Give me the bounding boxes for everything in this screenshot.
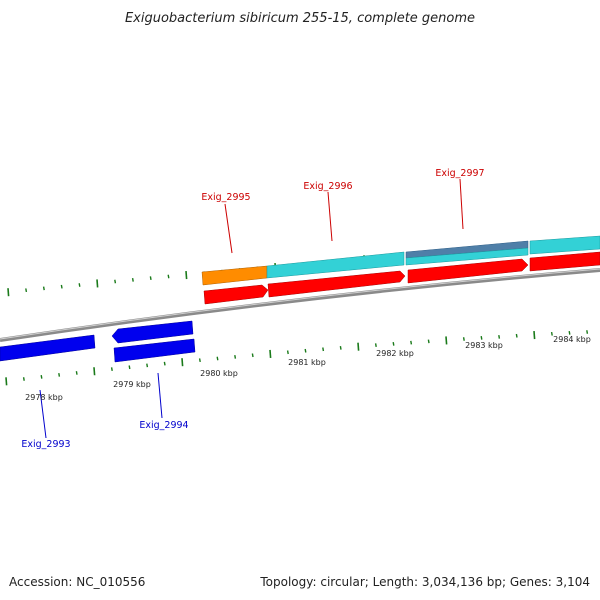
inner-scale-minor-tick: [58, 373, 61, 377]
inner-scale-minor-tick: [568, 331, 571, 335]
leader-line-exig-2996: [327, 191, 333, 242]
inner-scale-minor-tick: [374, 343, 377, 348]
tick-label-2978: 2978 kbp: [25, 393, 63, 402]
outer-scale-minor-tick: [149, 276, 152, 281]
outer-scale-minor-tick: [78, 283, 81, 287]
inner-scale-major-tick: [5, 377, 8, 386]
cds-feature-orange[interactable]: [201, 265, 268, 286]
tick-label-2981: 2981 kbp: [288, 358, 326, 367]
cds-feature-cyan-3[interactable]: [529, 235, 600, 255]
tick-label-2984: 2984 kbp: [553, 335, 591, 344]
gene-arrow-exig-2993[interactable]: [0, 334, 96, 362]
inner-scale-minor-tick: [515, 333, 518, 338]
inner-scale-major-tick: [445, 336, 448, 345]
leader-line-exig-2995: [224, 203, 233, 254]
inner-scale-minor-tick: [410, 340, 413, 345]
gene-arrow-exig-2994-a[interactable]: [111, 320, 194, 344]
inner-scale-minor-tick: [40, 375, 43, 379]
outer-scale-minor-tick: [25, 288, 28, 293]
inner-scale-minor-tick: [498, 334, 501, 339]
tick-label-2980: 2980 kbp: [200, 369, 238, 378]
inner-scale-minor-tick: [586, 330, 589, 334]
cds-feature-cyan-2[interactable]: [405, 247, 529, 266]
gene-arrow-exig-2995[interactable]: [203, 284, 269, 305]
gene-label-exig-2995[interactable]: Exig_2995: [201, 192, 250, 203]
gene-arrow-exig-2994-b[interactable]: [113, 338, 196, 363]
gene-arrow-exig-2997[interactable]: [407, 258, 529, 284]
outer-scale-minor-tick: [42, 286, 45, 291]
outer-scale-major-tick: [185, 271, 188, 280]
tick-labels: 2978 kbp 2979 kbp 2980 kbp 2981 kbp 2982…: [25, 335, 591, 402]
genome-backbone: [0, 268, 600, 342]
accession-text: Accession: NC_010556: [9, 575, 145, 589]
inner-scale-minor-tick: [427, 339, 430, 344]
leader-line-exig-2997: [459, 178, 464, 230]
inner-tick-row: [5, 330, 589, 386]
inner-scale-minor-tick: [22, 377, 25, 381]
inner-scale-minor-tick: [550, 331, 553, 336]
inner-scale-minor-tick: [234, 355, 237, 359]
leader-line-exig-2993: [39, 389, 47, 439]
inner-scale-major-tick: [533, 330, 536, 340]
leader-line-exig-2994: [157, 372, 163, 419]
inner-scale-minor-tick: [75, 371, 78, 375]
outer-scale-minor-tick: [114, 279, 117, 284]
inner-scale-minor-tick: [163, 361, 166, 366]
inner-scale-minor-tick: [216, 356, 219, 361]
inner-scale-minor-tick: [110, 367, 113, 371]
topology-summary-text: Topology: circular; Length: 3,034,136 bp…: [259, 575, 590, 589]
cds-track: [201, 235, 600, 286]
forward-gene-track: [203, 251, 600, 305]
inner-scale-major-tick: [269, 349, 272, 359]
gene-label-exig-2993[interactable]: Exig_2993: [21, 439, 70, 450]
inner-scale-minor-tick: [128, 365, 131, 370]
outer-scale-minor-tick: [60, 284, 63, 289]
cds-feature-cyan-1[interactable]: [266, 251, 405, 279]
gene-label-exig-2996[interactable]: Exig_2996: [303, 181, 352, 192]
genome-backbone-highlight: [0, 268, 600, 340]
gene-label-exig-2997[interactable]: Exig_2997: [435, 168, 484, 179]
inner-scale-minor-tick: [198, 358, 201, 363]
inner-scale-minor-tick: [286, 350, 289, 355]
tick-label-2982: 2982 kbp: [376, 349, 414, 358]
tick-label-2983: 2983 kbp: [465, 341, 503, 350]
inner-scale-minor-tick: [339, 345, 342, 350]
inner-scale-minor-tick: [251, 353, 254, 358]
inner-scale-major-tick: [357, 342, 360, 351]
gene-label-exig-2994[interactable]: Exig_2994: [139, 420, 188, 431]
inner-scale-minor-tick: [304, 348, 307, 353]
outer-scale-minor-tick: [131, 277, 134, 282]
inner-scale-minor-tick: [462, 337, 465, 341]
inner-scale-minor-tick: [480, 336, 483, 340]
inner-scale-major-tick: [181, 358, 184, 367]
outer-scale-major-tick: [96, 279, 99, 288]
gene-labels: Exig_2993 Exig_2994 Exig_2995 Exig_2996 …: [21, 168, 484, 450]
gene-arrow-next-forward[interactable]: [529, 251, 600, 272]
inner-scale-minor-tick: [322, 347, 325, 352]
outer-scale-minor-tick: [167, 274, 170, 279]
inner-scale-minor-tick: [146, 363, 149, 368]
outer-scale-major-tick: [7, 288, 10, 297]
inner-scale-major-tick: [93, 367, 96, 376]
tick-label-2979: 2979 kbp: [113, 380, 151, 389]
map-title: Exiguobacterium sibiricum 255-15, comple…: [125, 11, 475, 26]
reverse-gene-track: [0, 320, 196, 363]
gene-arrow-exig-2996[interactable]: [267, 270, 406, 298]
inner-scale-minor-tick: [392, 341, 395, 346]
